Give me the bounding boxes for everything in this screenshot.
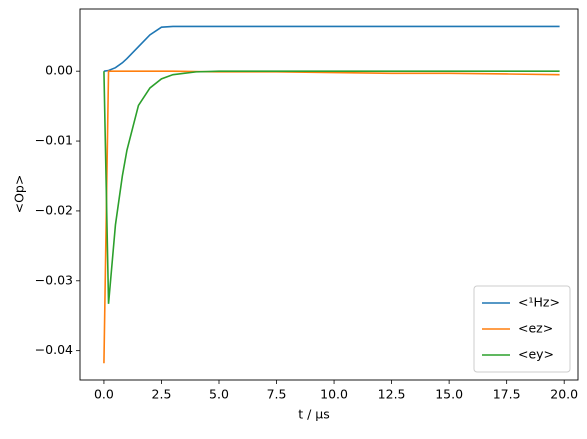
y-axis-label: <Op> (12, 175, 27, 214)
legend-box (473, 285, 571, 373)
plot-frame (79, 8, 579, 381)
line (103, 70, 560, 304)
x-tick-label: 10.0 (320, 387, 348, 402)
x-tick-label: 0.0 (94, 387, 114, 402)
x-tick-label: 17.5 (493, 387, 521, 402)
y-tick-label: 0.00 (45, 63, 73, 78)
line (103, 70, 560, 364)
x-tick-label: 5.0 (209, 387, 229, 402)
y-tick-label: −0.03 (35, 272, 73, 287)
legend-label: <ez> (518, 321, 553, 336)
x-tick-label: 7.5 (267, 387, 287, 402)
x-axis-label: t / μs (298, 407, 330, 422)
x-tick-label: 12.5 (378, 387, 406, 402)
y-tick-label: −0.01 (35, 133, 73, 148)
y-tick-label: −0.04 (35, 342, 73, 357)
legend-label: <ey> (518, 347, 554, 362)
x-tick-label: 15.0 (435, 387, 463, 402)
legend-label: <¹Hz> (518, 295, 560, 310)
y-tick-label: −0.02 (35, 202, 73, 217)
x-tick-label: 2.5 (152, 387, 172, 402)
line (103, 25, 560, 72)
x-tick-label: 20.0 (550, 387, 578, 402)
